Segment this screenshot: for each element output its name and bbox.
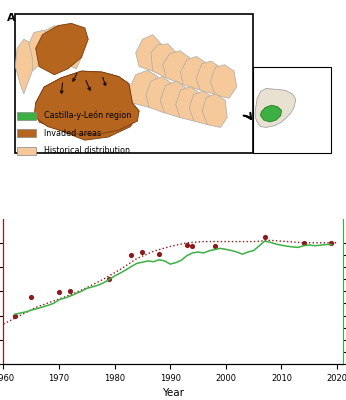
Polygon shape [60, 103, 139, 140]
Polygon shape [163, 51, 192, 85]
FancyBboxPatch shape [17, 112, 36, 120]
X-axis label: Year: Year [162, 388, 184, 398]
FancyBboxPatch shape [17, 129, 36, 137]
Polygon shape [255, 88, 296, 128]
Text: Historical distribution: Historical distribution [44, 146, 130, 155]
Text: Castilla-y-León region: Castilla-y-León region [44, 111, 131, 120]
Polygon shape [261, 105, 282, 122]
Polygon shape [34, 71, 139, 135]
Point [56, 289, 62, 296]
Point [156, 250, 162, 257]
Polygon shape [176, 86, 202, 121]
Polygon shape [202, 94, 227, 128]
Polygon shape [189, 91, 215, 125]
Polygon shape [60, 37, 81, 69]
Point [106, 276, 112, 282]
Point [12, 312, 17, 319]
Text: A: A [7, 14, 16, 24]
Polygon shape [181, 56, 209, 90]
Point [129, 252, 134, 258]
FancyBboxPatch shape [17, 147, 36, 154]
Polygon shape [196, 61, 223, 95]
Point [28, 294, 34, 300]
Polygon shape [44, 26, 70, 62]
Polygon shape [210, 65, 237, 98]
Polygon shape [151, 44, 176, 78]
Text: Invaded areas: Invaded areas [44, 129, 101, 138]
Point [190, 243, 195, 250]
Bar [15, 14, 253, 153]
Point [262, 234, 267, 240]
Point [184, 242, 190, 248]
Polygon shape [160, 81, 188, 118]
Polygon shape [29, 30, 53, 71]
Bar [253, 66, 331, 153]
Polygon shape [36, 23, 88, 75]
Polygon shape [136, 35, 163, 71]
Polygon shape [15, 39, 37, 94]
Point [329, 240, 334, 246]
Polygon shape [129, 70, 160, 108]
Polygon shape [146, 76, 174, 113]
Point [212, 243, 217, 250]
Point [301, 240, 307, 246]
Polygon shape [36, 71, 132, 130]
Point [67, 288, 73, 294]
Point [140, 249, 145, 256]
